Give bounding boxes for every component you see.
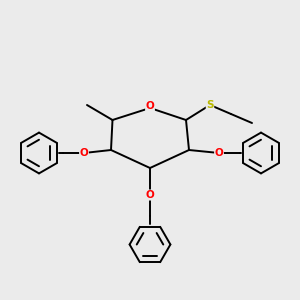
Text: O: O [146,100,154,111]
Text: O: O [214,148,224,158]
Text: O: O [146,190,154,200]
Text: O: O [80,148,88,158]
Text: S: S [206,100,214,110]
